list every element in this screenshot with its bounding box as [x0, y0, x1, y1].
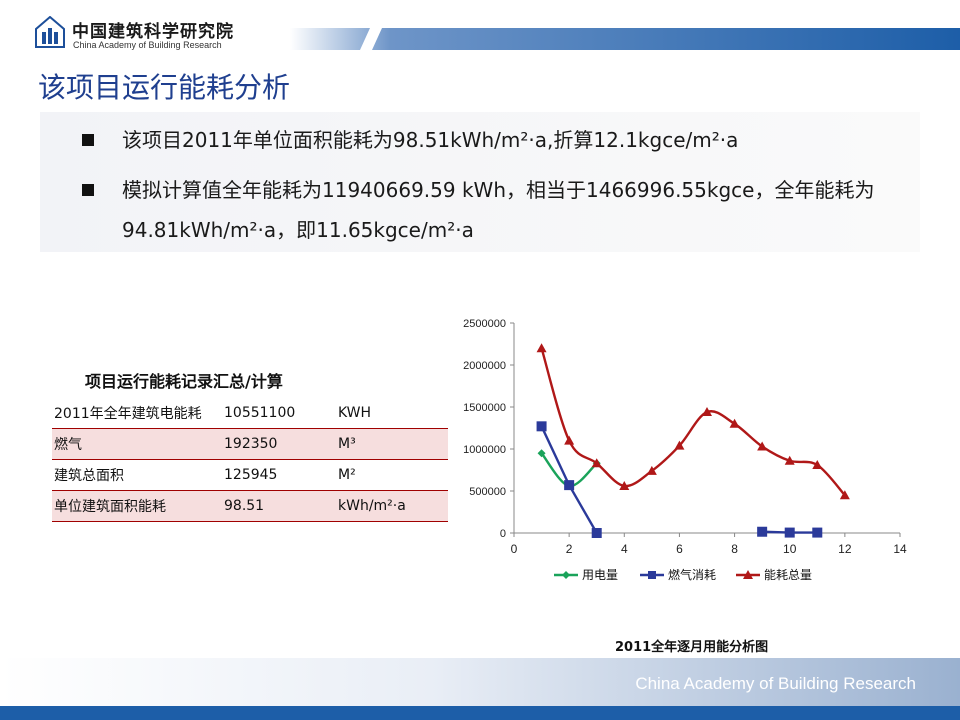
- bullet-item: 模拟计算值全年能耗为11940669.59 kWh，相当于1466996.55k…: [82, 170, 942, 250]
- data-point: [591, 458, 602, 468]
- slide-title: 该项目运行能耗分析: [38, 71, 291, 104]
- legend-label: 燃气消耗: [668, 567, 716, 582]
- x-tick-label: 0: [511, 542, 518, 556]
- table-row: 单位建筑面积能耗 98.51 kWh/m²·a: [52, 490, 448, 522]
- data-point: [591, 528, 602, 538]
- x-tick-label: 14: [893, 542, 907, 556]
- footer: China Academy of Building Research: [0, 658, 960, 720]
- data-point: [536, 421, 547, 432]
- row-label: 单位建筑面积能耗: [52, 490, 222, 522]
- data-point: [757, 526, 768, 537]
- legend-label: 用电量: [582, 568, 618, 582]
- bullet-text: 该项目2011年单位面积能耗为98.51kWh/m²·a,折算12.1kgce/…: [122, 128, 739, 152]
- data-point: [729, 418, 740, 428]
- legend-marker: [648, 571, 656, 579]
- data-point: [564, 435, 575, 445]
- header: 中国建筑科学研究院 China Academy of Building Rese…: [0, 0, 960, 60]
- table-row: 建筑总面积 125945 M²: [52, 459, 448, 491]
- data-point: [674, 440, 685, 450]
- y-tick-label: 0: [500, 528, 506, 540]
- legend-marker: [562, 571, 570, 579]
- data-point: [839, 490, 850, 500]
- footer-org-name: China Academy of Building Research: [635, 674, 916, 693]
- bullet-text: 模拟计算值全年能耗为11940669.59 kWh，相当于1466996.55k…: [122, 178, 875, 242]
- chart-title: 2011全年逐月用能分析图: [615, 640, 769, 655]
- data-point: [784, 455, 795, 465]
- row-unit: kWh/m²·a: [336, 490, 448, 522]
- data-point: [564, 480, 575, 491]
- row-label: 建筑总面积: [52, 459, 222, 491]
- y-tick-label: 1000000: [463, 444, 506, 456]
- row-label: 燃气: [52, 428, 222, 460]
- y-tick-label: 500000: [469, 486, 506, 498]
- y-tick-label: 2500000: [463, 318, 506, 330]
- row-value: 125945: [222, 459, 336, 491]
- data-point: [757, 441, 768, 451]
- x-tick-label: 10: [783, 542, 797, 556]
- data-point: [537, 449, 546, 458]
- x-tick-label: 6: [676, 542, 683, 556]
- data-point: [536, 343, 547, 353]
- footer-gradient: [0, 658, 960, 708]
- legend-label: 能耗总量: [764, 568, 812, 582]
- org-name-en: China Academy of Building Research: [73, 40, 222, 50]
- bullet-item: 该项目2011年单位面积能耗为98.51kWh/m²·a,折算12.1kgce/…: [82, 120, 942, 160]
- data-point: [646, 465, 657, 475]
- row-value: 10551100: [222, 398, 336, 429]
- bullet-square-icon: [82, 134, 94, 146]
- data-point: [812, 459, 823, 469]
- x-tick-label: 12: [838, 542, 852, 556]
- legend-marker: [743, 570, 753, 579]
- data-point: [702, 407, 712, 417]
- row-value: 192350: [222, 428, 336, 460]
- row-unit: KWH: [336, 398, 448, 429]
- row-unit: M²: [336, 459, 448, 491]
- series-2: [536, 421, 823, 538]
- data-point: [784, 527, 795, 538]
- header-band: [290, 28, 960, 50]
- row-label: 2011年全年建筑电能耗: [52, 398, 222, 429]
- x-tick-label: 4: [621, 542, 628, 556]
- bullet-panel: 该项目2011年单位面积能耗为98.51kWh/m²·a,折算12.1kgce/…: [40, 112, 920, 252]
- table-row: 2011年全年建筑电能耗 10551100 KWH: [52, 398, 448, 429]
- table-row: 燃气 192350 M³: [52, 428, 448, 460]
- data-point: [812, 527, 823, 538]
- footer-bar: [0, 706, 960, 720]
- row-value: 98.51: [222, 490, 336, 522]
- series-3: [536, 343, 850, 500]
- bullet-square-icon: [82, 184, 94, 196]
- institute-logo-icon: [35, 16, 65, 48]
- org-name-cn: 中国建筑科学研究院: [72, 22, 234, 42]
- data-point: [619, 480, 630, 490]
- energy-summary-table: 2011年全年建筑电能耗 10551100 KWH 燃气 192350 M³ 建…: [52, 398, 448, 522]
- monthly-energy-chart: 0 500000 1000000 1500000 2000000 2500000 0 2 4 6 8…: [463, 318, 907, 582]
- y-tick-label: 1500000: [463, 402, 506, 414]
- table-title: 项目运行能耗记录汇总/计算: [85, 372, 283, 391]
- row-unit: M³: [336, 428, 448, 460]
- x-tick-label: 8: [731, 542, 738, 556]
- y-tick-label: 2000000: [463, 360, 506, 372]
- x-tick-label: 2: [566, 542, 573, 556]
